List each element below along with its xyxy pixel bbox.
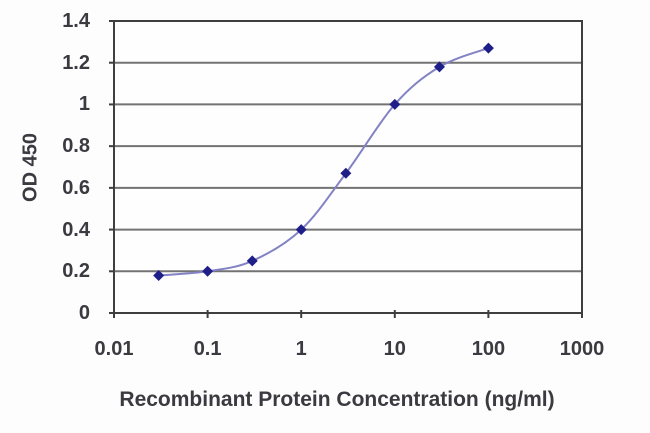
series-line [158,47,489,277]
y-tick-label: 1.2 [62,51,90,74]
x-tick-label: 1000 [559,338,605,360]
data-point-marker [202,265,214,277]
data-point-marker [246,255,258,267]
data-point-marker [295,224,307,236]
y-tick-label: 0.4 [62,218,90,241]
data-point-marker [340,167,352,179]
x-tick-label: 0.01 [94,338,134,360]
y-tick-label: 1 [78,93,90,116]
x-tick-label: 10 [383,338,406,360]
x-tick-label: 0.1 [193,338,222,360]
data-point-marker [389,98,401,110]
y-tick-label: 1.4 [62,10,90,32]
data-point-marker [433,61,445,73]
x-tick-label: 100 [471,338,506,360]
plot-background [114,21,582,313]
plot-border [113,20,583,314]
y-tick-label: 0.6 [62,176,90,199]
data-point-marker [482,42,494,54]
y-tick-label: 0.2 [62,260,90,283]
y-tick-label: 0.8 [62,135,90,158]
x-axis-title: Recombinant Protein Concentration (ng/ml… [119,388,555,411]
y-tick-label: 0 [78,302,90,324]
data-point-marker [153,269,165,281]
x-tick-label: 1 [295,338,307,360]
